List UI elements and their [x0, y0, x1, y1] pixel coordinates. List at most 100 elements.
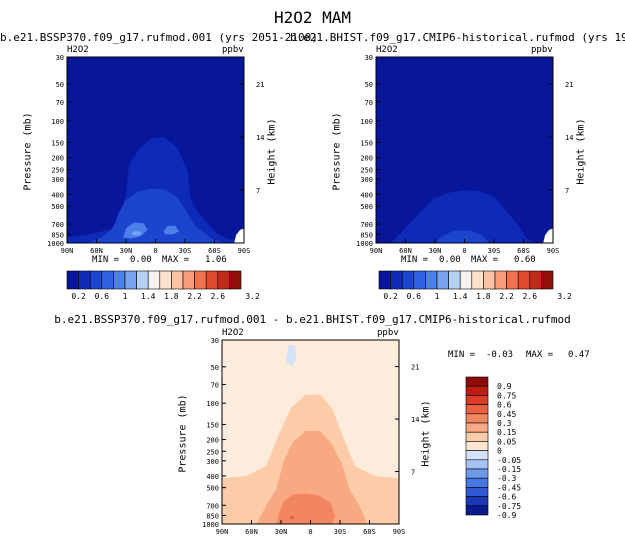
panel-3-colorbar-swatch [465, 431, 489, 442]
panel-3-corner-left: H2O2 [222, 328, 244, 338]
panel-2-corner-right: ppbv [531, 45, 553, 55]
panel-3-xtick-label: 0 [308, 528, 312, 536]
figure-title: H2O2 MAM [273, 8, 352, 27]
panel-3-xtick-label: 60S [363, 528, 376, 536]
panel-3-colorbar-swatch [465, 496, 489, 507]
panel-3-colorbar-swatch [465, 450, 489, 461]
panel-2-xtick-label: 60S [517, 247, 530, 255]
panel-3-ytick-label: 70 [211, 381, 219, 389]
panel-1-xtick-label: 30N [120, 247, 133, 255]
panel-1-colorbar-label: 1.8 [164, 292, 179, 301]
panel-1-colorbar-label: 1.4 [141, 292, 156, 301]
panel-2-ytick-label: 100 [360, 118, 373, 126]
panel-1-colorbar-swatch [66, 270, 79, 290]
panel-2-xtick-label: 30S [488, 247, 501, 255]
panel-2-corner-left: H2O2 [376, 45, 398, 55]
panel-2-ytick-label: 250 [360, 166, 373, 174]
panel-1-colorbar-label: 2.2 [187, 292, 202, 301]
panel-2-colorbar-label: 0.6 [407, 292, 422, 301]
panel-1-colorbar-swatch [101, 270, 114, 290]
panel-2-colorbar-swatch [378, 270, 391, 290]
panel-3-ytick-label: 250 [206, 448, 219, 456]
panel-1-xtick-label: 60S [208, 247, 221, 255]
panel-2-colorbar-label: 1.8 [476, 292, 491, 301]
panel-2-colorbar-swatch [471, 270, 484, 290]
panel-3-colorbar-swatch [465, 459, 489, 470]
panel-2-colorbar-label: 0.2 [383, 292, 398, 301]
panel-3-ytick-label: 100 [206, 400, 219, 408]
panel-3-colorbar-swatch [465, 441, 489, 451]
panel-1-ytick-label: 250 [51, 166, 64, 174]
panel-3-y2label: Height (km) [420, 400, 432, 467]
panel-2-colorbar-swatch [425, 270, 438, 290]
panel-2-y2tick-label: 7 [565, 187, 569, 195]
panel-1-colorbar-label: 2.6 [211, 292, 226, 301]
panel-3-xtick-label: 30N [275, 528, 288, 536]
panel-3-ytick-label: 150 [206, 421, 219, 429]
panel-1-xtick-label: 90S [238, 247, 251, 255]
panel-1-heatmap: 90N 60N 30N 0 30S 60S 90S 30 50 70 100 150 200 250 300… [47, 54, 264, 255]
panel-2-ytick-label: 50 [365, 81, 373, 89]
panel-2-min-label: MIN = [401, 255, 429, 265]
panel-1-xtick-label: 60N [90, 247, 103, 255]
panel-1-contour-level-4b [163, 225, 180, 235]
panel-3-y2tick-label: 14 [411, 416, 419, 424]
panel-3-ytick-label: 850 [206, 512, 219, 520]
panel-2-heatmap: 90N 60N 30N 0 30S 60S 90S 30 50 70 100 150 200 250 300… [356, 54, 573, 255]
panel-1-y2tick-label: 7 [256, 187, 260, 195]
panel-2-ytick-label: 300 [360, 176, 373, 184]
panel-2-colorbar-swatch [506, 270, 519, 290]
panel-2-xtick-label: 90N [370, 247, 383, 255]
panel-3-ytick-label: 500 [206, 485, 219, 493]
panel-3-colorbar-label: -0.75 [497, 502, 521, 511]
panel-3-ytick-label: 700 [206, 502, 219, 510]
panel-1-colorbar-swatch [147, 270, 161, 290]
panel-2-xtick-label: 0 [462, 247, 466, 255]
panel-2-ytick-label: 70 [365, 99, 373, 107]
panel-3-ytick-label: 400 [206, 473, 219, 481]
panel-2-contour-level-1 [390, 190, 534, 243]
panel-1-ytick-label: 200 [51, 155, 64, 163]
panel-1-colorbar-swatch [217, 270, 230, 290]
panel-1-y2tick-label: 14 [256, 134, 264, 142]
panel-3-colorbar-swatch [465, 468, 489, 479]
panel-3-ylabel: Pressure (mb) [177, 394, 189, 473]
panel-3-colorbar-label: 0.75 [497, 391, 516, 400]
panel-3-colorbar-label: -0.9 [497, 511, 516, 520]
panel-1-contour-level-5 [130, 231, 142, 236]
panel-3-min-value: -0.03 [486, 350, 514, 360]
panel-2-colorbar-swatch [483, 270, 496, 290]
panel-3-max-value: 0.47 [568, 350, 590, 360]
panel-3-min-label: MIN = [448, 350, 476, 360]
panel-3-colorbar-label: 0.6 [497, 401, 512, 410]
panel-3-colorbar-label: 0 [497, 447, 502, 456]
panel-2-colorbar-swatch [401, 270, 415, 290]
panel-2-ylabel: Pressure (mb) [331, 112, 343, 191]
panel-2-subtitle: b.e21.BHIST.f09_g17.CMIP6-historical.ruf… [290, 31, 625, 44]
panel-2-max-value: 0.60 [514, 255, 536, 265]
panel-1-colorbar: 0.2 0.6 1 1.4 1.8 2.2 2.6 3.2 [66, 270, 260, 301]
panel-2-colorbar-label: 2.6 [523, 292, 538, 301]
panel-2-colorbar-label: 2.2 [499, 292, 514, 301]
panel-3-colorbar-label: -0.45 [497, 483, 521, 492]
panel-3-contour-level-0.4b [318, 512, 328, 522]
panel-2-colorbar: 0.2 0.6 1 1.4 1.8 2.2 2.6 3.2 [378, 270, 572, 301]
panel-2-colorbar-swatch [541, 270, 554, 290]
panel-2-ytick-label: 700 [360, 221, 373, 229]
panel-2-colorbar-swatch [390, 270, 403, 290]
panel-2-colorbar-label: 1.4 [453, 292, 468, 301]
panel-3-colorbar-label: -0.05 [497, 456, 521, 465]
panel-3-ytick-label: 30 [211, 337, 219, 345]
panel-1-colorbar-label: 1 [123, 292, 128, 301]
panel-3-colorbar-swatch [465, 487, 489, 497]
panel-3-colorbar-label: 0.15 [497, 428, 516, 437]
panel-3-colorbar-swatch [465, 413, 489, 424]
panel-3-y2tick-label: 21 [411, 364, 419, 372]
panel-3-ytick-label: 200 [206, 437, 219, 445]
panel-3-contour-level-0.47 [288, 516, 295, 520]
panel-2-colorbar-label: 3.2 [557, 292, 572, 301]
panel-3-subtitle: b.e21.BSSP370.f09_g17.rufmod.001 - b.e21… [54, 313, 571, 326]
panel-2-colorbar-swatch [517, 270, 531, 290]
panel-1-y2tick-label: 21 [256, 81, 264, 89]
